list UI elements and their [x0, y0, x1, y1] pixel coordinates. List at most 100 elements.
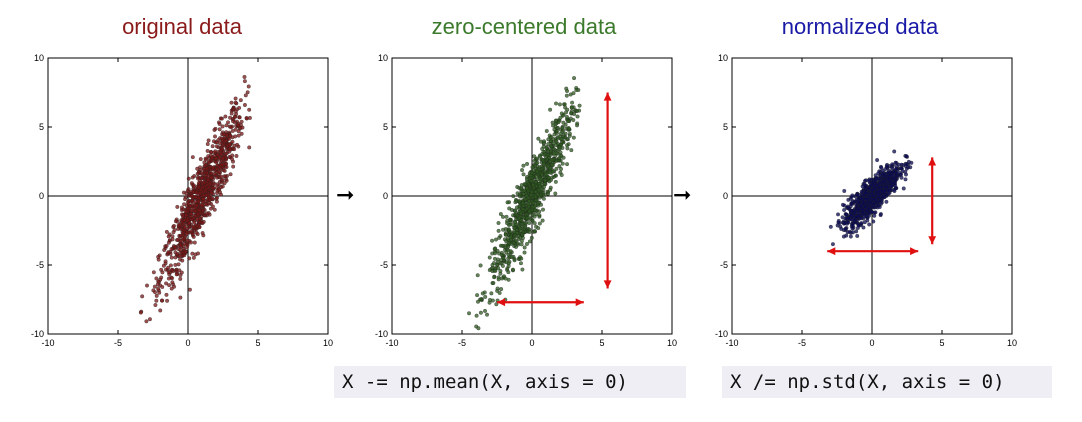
data-point [849, 195, 854, 199]
data-point [229, 111, 234, 116]
data-point [564, 93, 569, 98]
data-point [551, 141, 556, 146]
code-mean-subtraction: X -= np.mean(X, axis = 0) [334, 366, 686, 398]
data-point [853, 194, 858, 199]
data-point [519, 218, 524, 223]
data-point [854, 214, 859, 219]
data-point [501, 227, 506, 232]
data-point [529, 170, 534, 175]
data-point [892, 149, 897, 154]
data-point [220, 146, 225, 151]
data-point [217, 122, 222, 126]
x-tick-label: 5 [599, 338, 604, 348]
data-point [536, 136, 541, 141]
data-point [527, 209, 532, 214]
data-point [497, 291, 502, 295]
data-point [198, 157, 203, 162]
data-point [178, 276, 183, 281]
data-point [492, 261, 496, 265]
data-point [187, 256, 192, 261]
data-point [496, 228, 501, 233]
data-point [553, 179, 558, 184]
data-point [542, 181, 547, 186]
data-point [512, 258, 517, 263]
data-point [213, 149, 218, 154]
data-point [499, 252, 504, 257]
data-point [213, 126, 218, 131]
data-point [491, 281, 496, 285]
data-point [909, 160, 914, 165]
y-tick-label: 0 [39, 191, 44, 201]
data-point [191, 224, 196, 229]
data-point [543, 178, 547, 183]
data-point [195, 217, 200, 222]
data-point [525, 242, 529, 246]
data-point [523, 224, 527, 229]
data-point [214, 144, 219, 149]
data-point [849, 213, 854, 217]
data-point [217, 127, 222, 132]
data-point [246, 84, 251, 89]
data-point [172, 245, 177, 249]
data-point [175, 252, 180, 257]
data-point [901, 186, 906, 191]
data-point [236, 123, 241, 128]
data-point [537, 154, 542, 159]
data-point [520, 267, 525, 272]
data-point [190, 199, 195, 204]
data-point [531, 183, 536, 188]
data-point [151, 288, 156, 293]
data-point [206, 138, 211, 143]
data-point [191, 183, 196, 188]
data-point [550, 120, 555, 125]
data-point [536, 226, 541, 231]
data-point [213, 134, 217, 139]
data-point [534, 198, 539, 203]
data-point [205, 178, 210, 182]
data-point [874, 199, 879, 204]
data-point [535, 160, 540, 165]
data-point [545, 164, 550, 169]
data-point [201, 233, 206, 238]
data-point [220, 124, 225, 129]
data-point [493, 268, 498, 273]
data-point [540, 166, 544, 171]
data-point [526, 201, 531, 206]
data-point [506, 248, 511, 253]
data-point [529, 179, 534, 184]
data-point [223, 114, 228, 119]
x-tick-label: -5 [114, 338, 122, 348]
data-point [147, 317, 152, 322]
data-point [503, 243, 508, 248]
data-point [138, 310, 143, 315]
plot-original: -10-10 -5 -5 0 0 5 5 10 10 [31, 53, 333, 348]
data-point [174, 269, 179, 274]
x-tick-label: 10 [323, 338, 333, 348]
data-point [232, 147, 237, 152]
data-point [518, 211, 523, 216]
data-point [859, 204, 863, 209]
data-point [194, 230, 199, 235]
data-point [154, 293, 159, 298]
data-point [229, 100, 234, 105]
data-point [880, 168, 885, 173]
data-point [162, 248, 167, 252]
data-point [492, 256, 497, 261]
data-point [505, 200, 510, 205]
data-point [874, 190, 879, 195]
x-tick-label: 10 [1007, 338, 1017, 348]
data-point [550, 162, 554, 167]
data-point [215, 166, 220, 171]
data-point [219, 174, 224, 179]
data-point [506, 277, 511, 282]
data-point [541, 161, 546, 166]
data-point [521, 215, 526, 220]
x-tick-label: -5 [458, 338, 466, 348]
data-point [904, 172, 908, 177]
data-point [247, 145, 252, 150]
data-point [230, 139, 235, 144]
data-point [529, 190, 534, 195]
data-point [220, 184, 225, 189]
data-point [836, 212, 840, 217]
data-point [544, 155, 548, 160]
